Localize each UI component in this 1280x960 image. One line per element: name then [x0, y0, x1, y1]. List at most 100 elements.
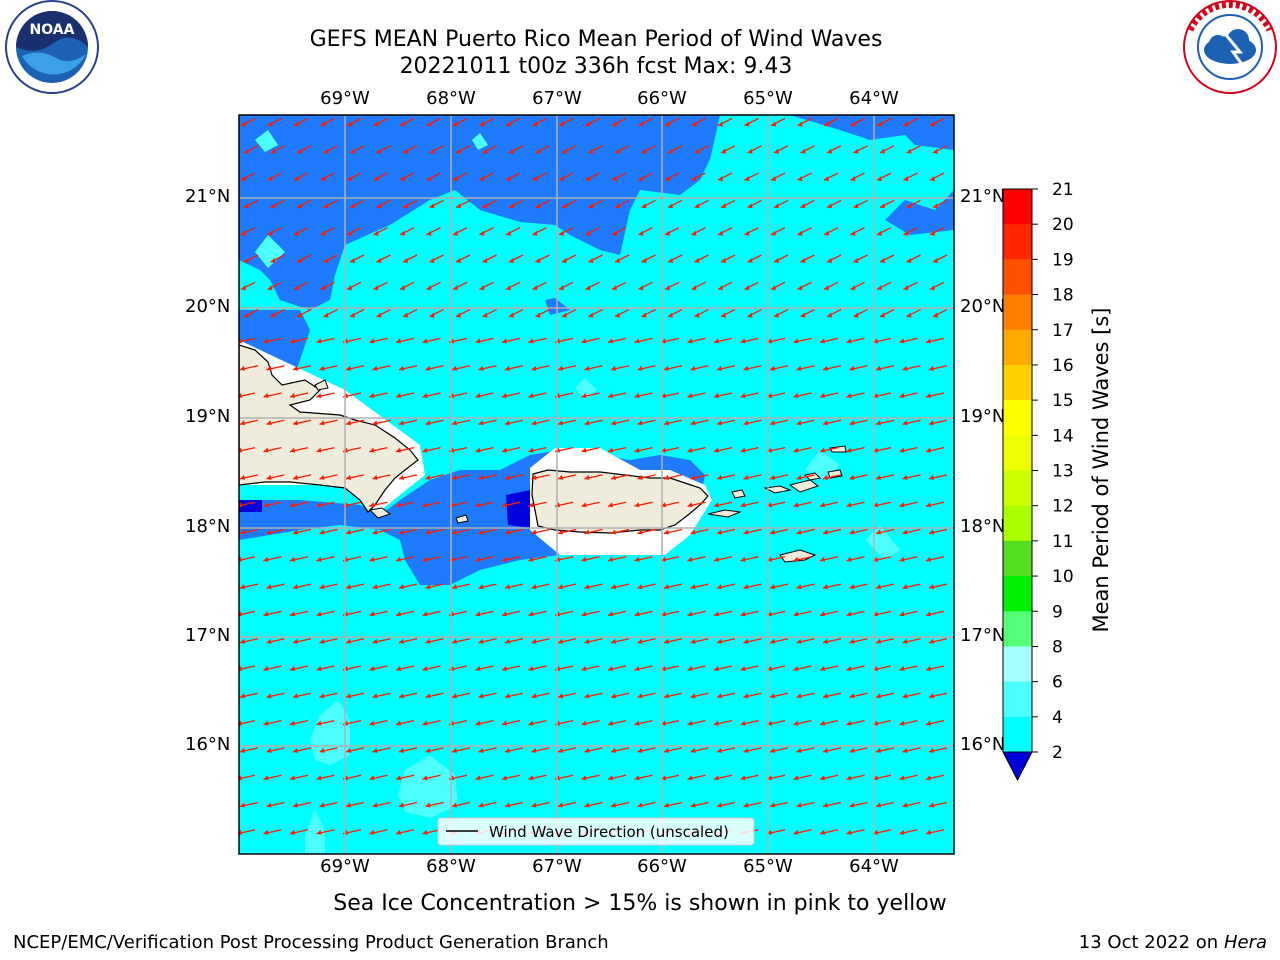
wind-arrow-head: [478, 747, 484, 753]
wind-arrow-head: [849, 474, 855, 480]
wind-arrow-head: [849, 693, 855, 699]
wind-arrow-head: [429, 203, 435, 209]
wind-arrow-head: [827, 203, 832, 209]
wind-arrow-head: [369, 666, 375, 671]
wind-arrow-head: [400, 285, 405, 291]
wind-arrow-head: [581, 338, 587, 344]
wind-arrow-head: [793, 829, 799, 835]
wind-arrow-head: [827, 148, 832, 154]
chart-subtitle: 20221011 t00z 336h fcst Max: 9.43: [399, 54, 793, 79]
wind-arrow-head: [372, 584, 378, 590]
wind-arrow-head: [347, 176, 352, 182]
wind-arrow-head: [687, 720, 693, 726]
wind-arrow-head: [452, 365, 457, 371]
wind-arrow-head: [369, 556, 375, 562]
wind-arrow-head: [266, 747, 272, 753]
wind-arrow-head: [717, 529, 722, 535]
wind-arrow-head: [425, 365, 431, 371]
wind-arrow-head: [770, 529, 775, 535]
wind-arrow-head: [638, 176, 644, 182]
wind-arrow-head: [263, 829, 269, 835]
wind-arrow-head: [290, 666, 295, 671]
wind-arrow-head: [400, 176, 405, 182]
wind-arrow-head: [637, 584, 643, 590]
wind-arrow-head: [396, 393, 401, 398]
wind-arrow-head: [316, 720, 322, 726]
wind-arrow-head: [372, 529, 378, 535]
wind-arrow-head: [717, 365, 722, 371]
wind-arrow-head: [293, 693, 298, 699]
wind-arrow-head: [320, 285, 326, 291]
wind-arrow-head: [263, 502, 269, 508]
wind-arrow-head: [853, 258, 859, 263]
wind-arrow-head: [479, 176, 485, 182]
wind-arrow-head: [294, 176, 299, 182]
wind-arrow-head: [906, 312, 912, 318]
wind-arrow-head: [687, 775, 693, 781]
wind-arrow-head: [740, 447, 746, 453]
wind-arrow-head: [876, 529, 881, 535]
wind-arrow-head: [558, 747, 563, 753]
colorbar-segment: [1003, 470, 1032, 507]
wind-arrow-head: [740, 393, 746, 398]
wind-arrow-head: [293, 529, 298, 535]
wind-arrow-head: [240, 529, 245, 535]
wind-arrow-head: [581, 556, 587, 562]
wind-arrow-head: [880, 203, 885, 209]
wind-arrow-head: [562, 312, 567, 318]
wind-arrow-head: [926, 447, 931, 453]
wind-arrow-head: [820, 447, 825, 453]
wind-arrow-head: [717, 747, 722, 753]
footer-machine: Hera: [1223, 932, 1267, 953]
wind-arrow-head: [747, 258, 753, 263]
wind-arrow-head: [346, 420, 351, 426]
wind-arrow-head: [615, 312, 620, 318]
footer-date: 13 Oct 2022 on: [1078, 932, 1224, 953]
wind-arrow-head: [528, 338, 534, 344]
wind-arrow-head: [929, 420, 934, 426]
footer-right: 13 Oct 2022 on Hera: [1079, 932, 1267, 953]
wind-arrow-head: [453, 285, 458, 291]
wind-arrow-head: [850, 285, 856, 291]
wind-arrow-head: [240, 747, 245, 753]
wind-arrow-head: [743, 529, 749, 535]
wind-arrow-head: [876, 802, 881, 808]
wind-arrow-head: [824, 285, 829, 291]
wind-arrow-head: [373, 176, 379, 182]
wind-arrow-head: [399, 584, 404, 590]
wind-arrow-head: [316, 502, 322, 508]
wind-arrow-head: [323, 258, 329, 263]
wind-arrow-head: [350, 312, 355, 318]
wind-arrow-head: [373, 230, 379, 236]
lat-label-left-20n: 20°N: [185, 296, 231, 317]
colorbar-segment: [1003, 364, 1032, 401]
wind-arrow-head: [615, 148, 620, 154]
wind-arrow-head: [665, 285, 670, 291]
wind-arrow-head: [823, 420, 828, 426]
wind-arrow-head: [475, 502, 481, 508]
wind-arrow-head: [426, 121, 432, 127]
wind-arrow-head: [827, 258, 832, 263]
wind-arrow-head: [608, 447, 613, 453]
wind-arrow-head: [880, 258, 885, 263]
wind-arrow-head: [611, 747, 616, 753]
wind-arrow-head: [241, 176, 246, 182]
wind-arrow-head: [743, 638, 749, 644]
wind-arrow-head: [902, 474, 908, 480]
wind-arrow-head: [929, 584, 934, 590]
wind-arrow-head: [475, 393, 481, 398]
legend-label: Wind Wave Direction (unscaled): [489, 823, 729, 841]
wind-arrow-head: [506, 121, 511, 127]
wind-arrow-head: [876, 474, 881, 480]
wind-arrow-head: [396, 720, 401, 726]
wind-arrow-head: [267, 121, 273, 127]
wind-arrow-head: [240, 638, 245, 644]
wind-arrow-head: [584, 420, 590, 426]
wind-arrow-head: [846, 447, 852, 453]
wind-arrow-head: [369, 611, 375, 617]
wind-arrow-head: [559, 176, 564, 182]
wind-arrow-head: [929, 747, 934, 753]
colorbar-segment: [1003, 259, 1032, 296]
wind-arrow-head: [372, 420, 378, 426]
